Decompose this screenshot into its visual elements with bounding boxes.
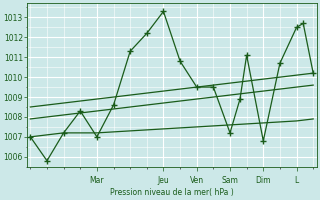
X-axis label: Pression niveau de la mer( hPa ): Pression niveau de la mer( hPa )	[110, 188, 234, 197]
